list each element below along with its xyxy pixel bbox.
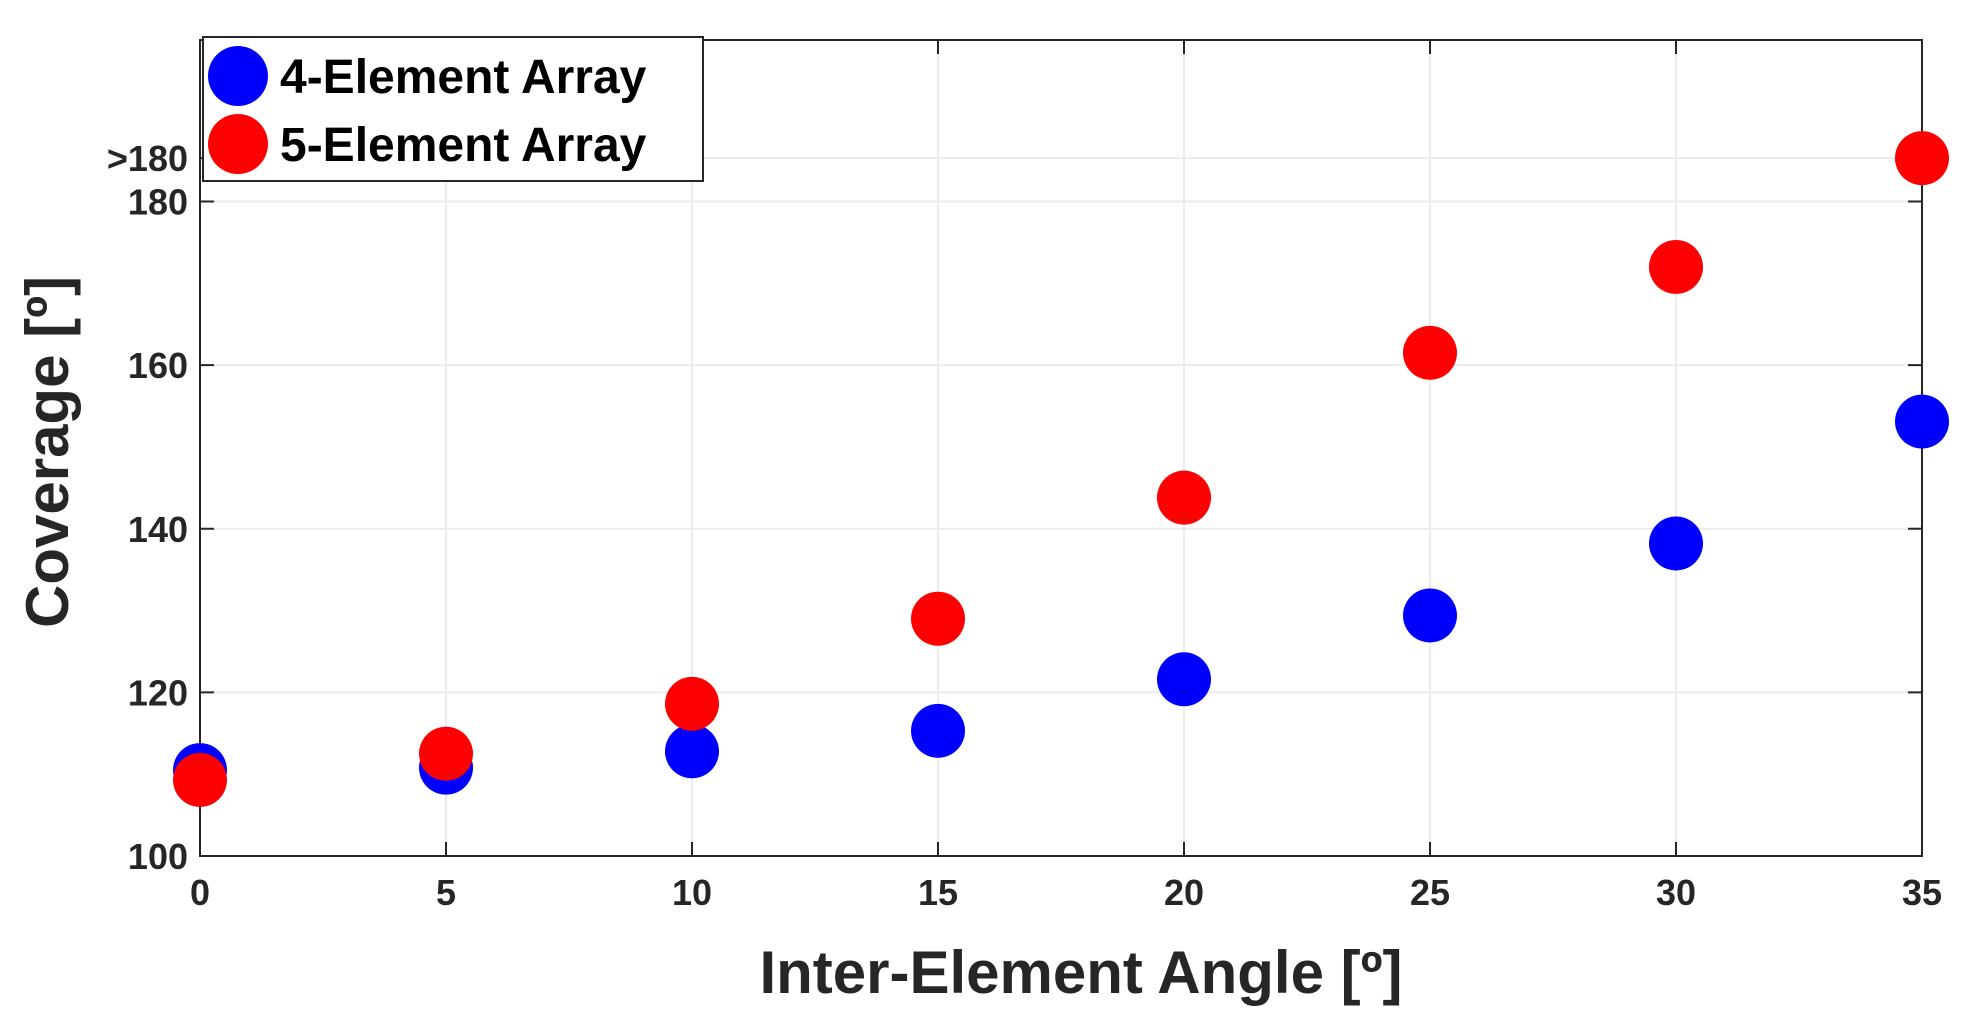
legend-label-4-element: 4-Element Array [280, 51, 647, 104]
x-tick-label: 20 [1164, 872, 1204, 913]
data-point-4-element [1649, 516, 1703, 571]
x-tick-label: 0 [190, 872, 210, 913]
data-point-5-element [1649, 239, 1703, 294]
x-axis-title: Inter-Element Angle [º] [759, 939, 1402, 1006]
data-point-5-element [419, 726, 473, 781]
legend-marker-5-element [208, 114, 268, 174]
x-tick-label: 25 [1410, 872, 1450, 913]
y-tick-label: 140 [128, 509, 188, 550]
axis-ticks: 0 5 10 15 20 25 30 35 100 120 140 160 180>180 [107, 40, 1942, 913]
legend-label-5-element: 5-Element Array [280, 119, 647, 172]
y-tick-label: 160 [128, 345, 188, 386]
data-point-5-element [911, 591, 965, 646]
data-points [173, 131, 1949, 807]
data-point-4-element [1403, 588, 1457, 643]
data-point-5-element [173, 752, 227, 807]
y-axis-title: Coverage [º] [14, 276, 81, 628]
data-point-4-element [911, 703, 965, 758]
data-point-5-element [1403, 325, 1457, 380]
legend-marker-4-element [208, 46, 268, 106]
legend: 4-Element Array 5-Element Array [202, 36, 704, 182]
data-point-4-element [665, 724, 719, 779]
legend-box [202, 36, 704, 182]
data-point-4-element [1895, 394, 1949, 449]
x-tick-label: 15 [918, 872, 958, 913]
x-tick-label: 35 [1902, 872, 1942, 913]
x-tick-label: 10 [672, 872, 712, 913]
data-point-4-element [1157, 652, 1211, 707]
data-point-5-element [1157, 470, 1211, 525]
data-point-5-element [665, 676, 719, 731]
y-tick-label: 100 [128, 836, 188, 877]
x-tick-label: 5 [436, 872, 456, 913]
y-tick-label: 120 [128, 672, 188, 713]
y-tick-label: 180 [128, 182, 188, 223]
y-tick-label: >180 [107, 138, 188, 179]
x-tick-label: 30 [1656, 872, 1696, 913]
series-5-element [173, 131, 1949, 807]
data-point-5-element [1895, 131, 1949, 186]
